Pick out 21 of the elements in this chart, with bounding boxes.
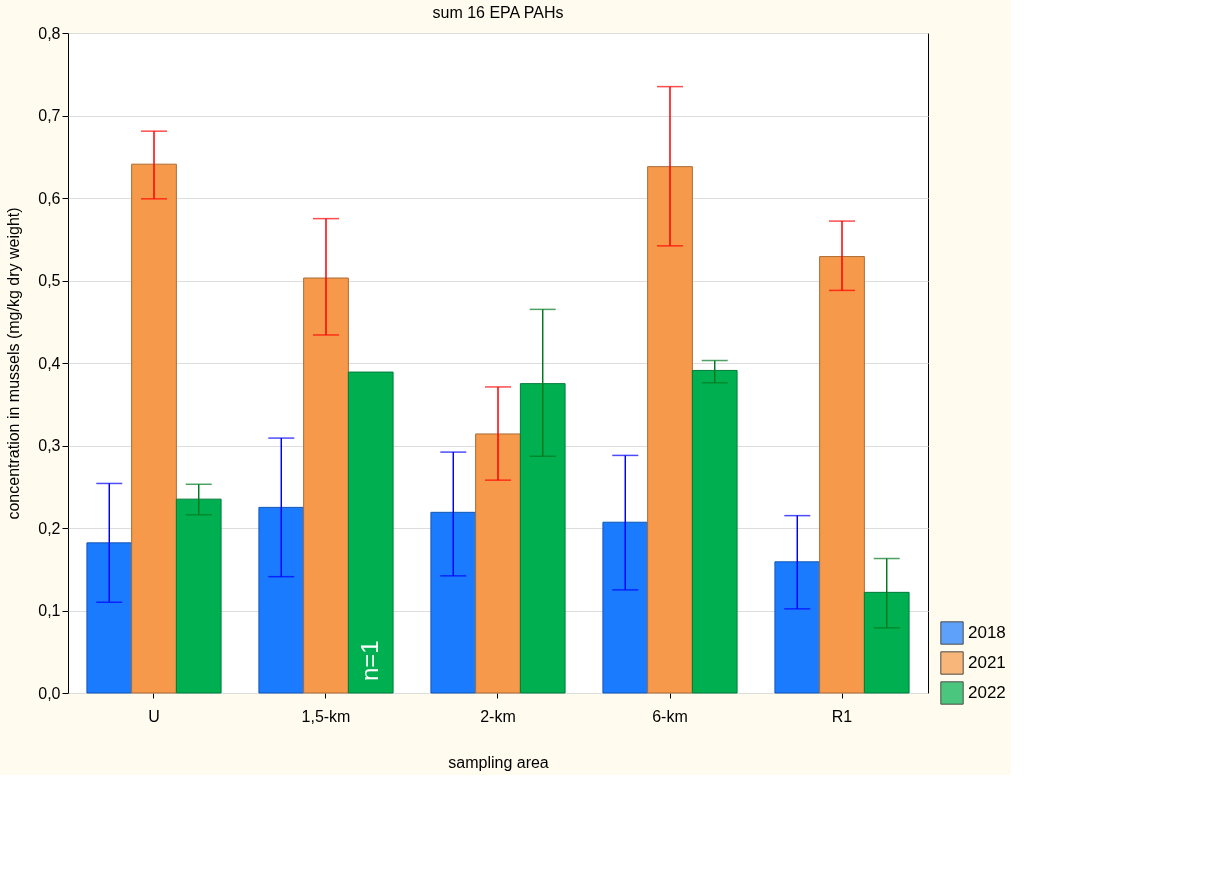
x-tick-label: 6-km (652, 707, 688, 725)
legend-label: 2018 (968, 623, 1006, 642)
y-tick-label: 0,8 (38, 24, 61, 42)
x-tick-label: 2-km (480, 707, 516, 725)
y-tick-label: 0,7 (38, 107, 61, 124)
y-tick-label: 0,1 (38, 602, 61, 619)
x-tick-label: U (148, 707, 160, 725)
legend-label: 2022 (968, 683, 1006, 702)
y-tick-label: 0,2 (38, 519, 61, 537)
legend-label: 2021 (968, 653, 1006, 672)
y-tick-label: 0,6 (38, 189, 61, 207)
annotation: n=1 (355, 640, 383, 681)
y-axis-title: concentration in mussels (mg/kg dry weight) (5, 207, 23, 520)
chart-title: sum 16 EPA PAHs (432, 4, 564, 21)
x-tick-label: R1 (831, 707, 853, 725)
x-axis-title: sampling area (448, 753, 549, 771)
x-tick-label: 1,5-km (301, 707, 351, 725)
y-tick-label: 0,5 (38, 272, 61, 289)
y-tick-label: 0,3 (38, 437, 61, 454)
y-tick-label: 0,0 (38, 684, 61, 702)
y-tick-label: 0,4 (38, 354, 61, 372)
